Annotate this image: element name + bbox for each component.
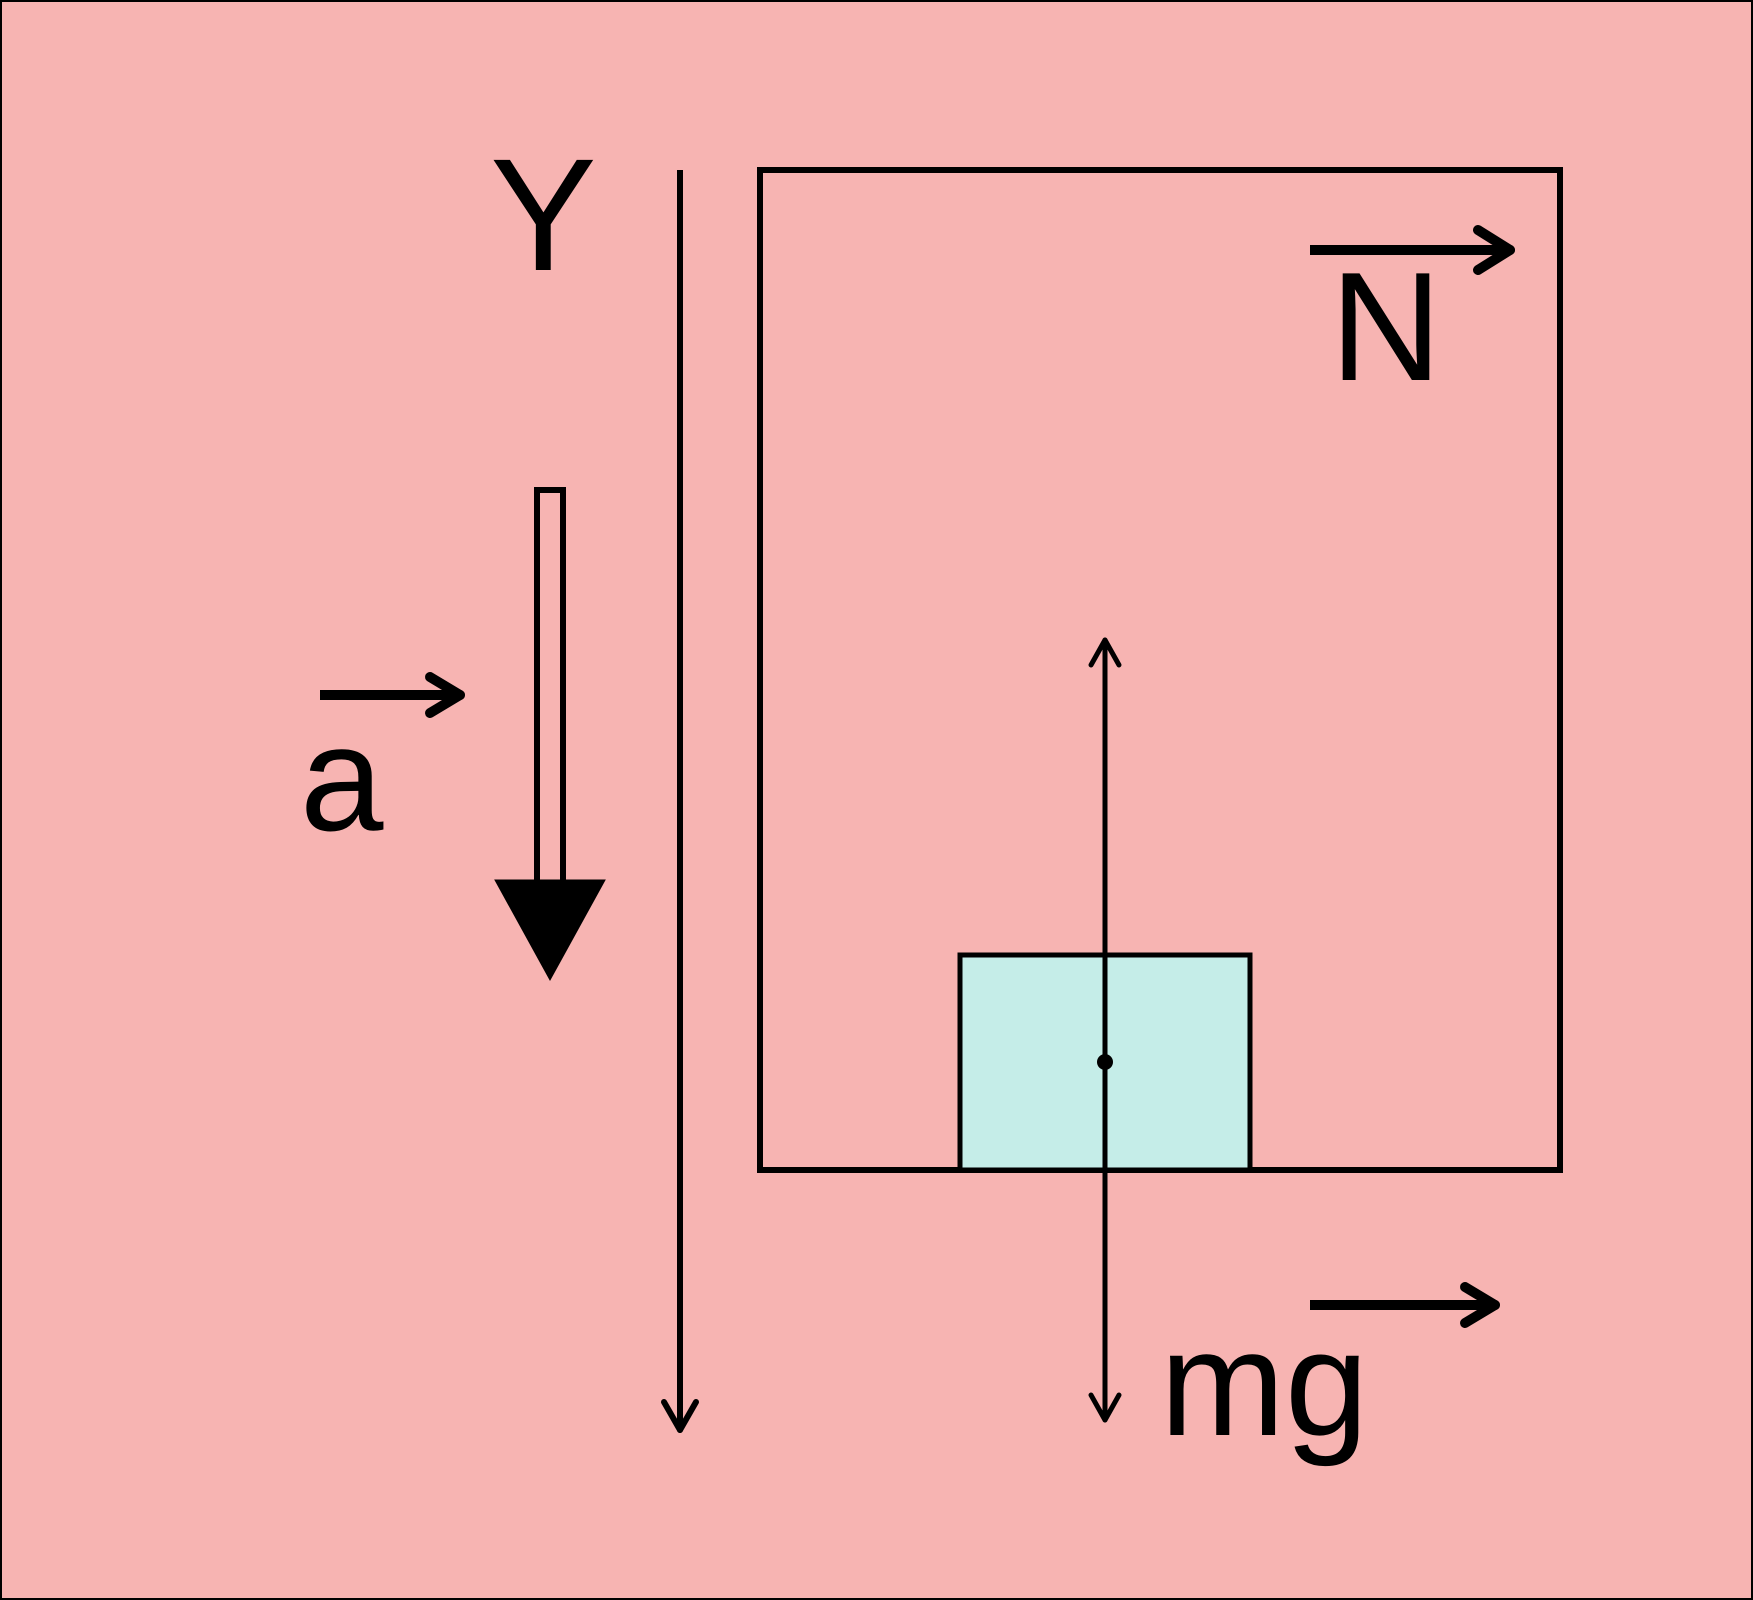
force-origin-point — [1097, 1054, 1113, 1070]
label-y-axis: Y — [490, 125, 597, 304]
label-normal-force: N — [1330, 240, 1442, 413]
label-weight: mg — [1160, 1299, 1368, 1467]
physics-diagram: Ya Nmg — [0, 0, 1753, 1600]
label-acceleration: a — [300, 694, 384, 862]
